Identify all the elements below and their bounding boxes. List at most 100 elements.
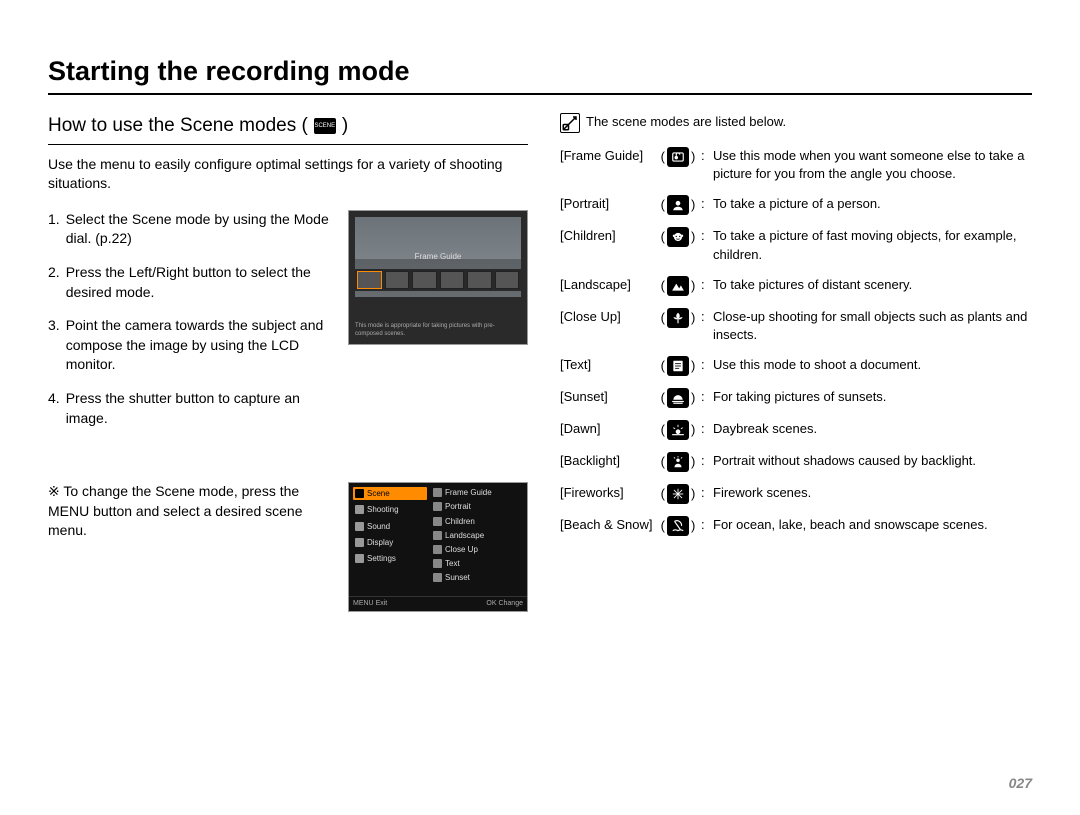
step-text: Select the Scene mode by using the Mode … [66, 210, 334, 249]
scene-icon-paren: () [655, 452, 701, 472]
menu-item: Sound [353, 520, 427, 533]
step-number: 4. [48, 389, 60, 428]
info-row: The scene modes are listed below. [560, 113, 1032, 133]
right-column: The scene modes are listed below. [Frame… [560, 113, 1032, 612]
lcd-preview: Frame Guide This mode is appropriate for… [348, 210, 528, 345]
step-number: 1. [48, 210, 60, 249]
scene-row: [Beach & Snow] () : For ocean, lake, bea… [560, 516, 1032, 536]
backlight-icon [667, 452, 689, 472]
text-icon [667, 356, 689, 376]
subheading: How to use the Scene modes ( [48, 113, 308, 140]
menu-sub-item: Sunset [433, 572, 523, 583]
scene-description: For taking pictures of sunsets. [713, 388, 1032, 406]
scene-row: [Frame Guide] () : Use this mode when yo… [560, 147, 1032, 183]
scene-label: [Frame Guide] [560, 147, 655, 165]
scene-label: [Landscape] [560, 276, 655, 294]
menu-sub-item: Text [433, 558, 523, 569]
menu-right-list: Frame Guide Portrait Children Landscape … [427, 483, 527, 596]
colon: : [701, 484, 713, 502]
scene-description: Use this mode when you want someone else… [713, 147, 1032, 183]
note-text: ※ To change the Scene mode, press the ME… [48, 482, 334, 541]
step-text: Press the shutter button to capture an i… [66, 389, 334, 428]
menu-sub-item: Children [433, 516, 523, 527]
menu-sub-item: Landscape [433, 530, 523, 541]
menu-item: Scene [353, 487, 427, 500]
scene-icon-paren: () [655, 147, 701, 167]
scene-label: [Portrait] [560, 195, 655, 213]
colon: : [701, 308, 713, 326]
menu-sub-item: Portrait [433, 501, 523, 512]
note-icon [560, 113, 580, 133]
menu-left-list: Scene Shooting Sound Display Settings [349, 483, 427, 596]
colon: : [701, 147, 713, 165]
scene-label: [Fireworks] [560, 484, 655, 502]
page-title: Starting the recording mode [48, 56, 1032, 95]
colon: : [701, 195, 713, 213]
menu-screenshot: Scene Shooting Sound Display Settings Fr… [348, 482, 528, 612]
menu-item: Settings [353, 552, 427, 565]
scene-description: Use this mode to shoot a document. [713, 356, 1032, 374]
dawn-icon [667, 420, 689, 440]
menu-item: Shooting [353, 503, 427, 516]
colon: : [701, 388, 713, 406]
step-item: 3. Point the camera towards the subject … [48, 316, 334, 375]
subheading-close: ) [342, 113, 348, 140]
scene-label: [Backlight] [560, 452, 655, 470]
scene-label: [Children] [560, 227, 655, 245]
steps-list: 1. Select the Scene mode by using the Mo… [48, 210, 334, 442]
scene-icon-paren: () [655, 308, 701, 328]
scene-icon-paren: () [655, 516, 701, 536]
steps-wrapper: 1. Select the Scene mode by using the Mo… [48, 210, 528, 442]
scene-row: [Dawn] () : Daybreak scenes. [560, 420, 1032, 440]
scene-row: [Landscape] () : To take pictures of dis… [560, 276, 1032, 296]
content-columns: How to use the Scene modes ( SCENE ) Use… [48, 113, 1032, 612]
beach-icon [667, 516, 689, 536]
scene-row: [Close Up] () : Close-up shooting for sm… [560, 308, 1032, 344]
colon: : [701, 356, 713, 374]
step-number: 2. [48, 263, 60, 302]
step-item: 2. Press the Left/Right button to select… [48, 263, 334, 302]
step-item: 4. Press the shutter button to capture a… [48, 389, 334, 428]
scene-icon-paren: () [655, 227, 701, 247]
scene-icon-paren: () [655, 484, 701, 504]
menu-sub-item: Close Up [433, 544, 523, 555]
colon: : [701, 276, 713, 294]
menu-item: Display [353, 536, 427, 549]
scene-row: [Backlight] () : Portrait without shadow… [560, 452, 1032, 472]
scene-label: [Sunset] [560, 388, 655, 406]
lcd-thumbnail-strip [355, 269, 521, 291]
scene-row: [Portrait] () : To take a picture of a p… [560, 195, 1032, 215]
step-item: 1. Select the Scene mode by using the Mo… [48, 210, 334, 249]
scene-icon-paren: () [655, 420, 701, 440]
scene-description: Firework scenes. [713, 484, 1032, 502]
closeup-icon [667, 308, 689, 328]
scene-label: [Text] [560, 356, 655, 374]
scene-row: [Text] () : Use this mode to shoot a doc… [560, 356, 1032, 376]
page-number: 027 [1009, 775, 1032, 791]
scene-icon-paren: () [655, 195, 701, 215]
scene-icon-paren: () [655, 356, 701, 376]
scene-icon-paren: () [655, 276, 701, 296]
scene-mode-icon: SCENE [314, 118, 336, 134]
lcd-caption: This mode is appropriate for taking pict… [355, 323, 521, 337]
colon: : [701, 227, 713, 245]
scene-row: [Sunset] () : For taking pictures of sun… [560, 388, 1032, 408]
scene-description: Portrait without shadows caused by backl… [713, 452, 1032, 470]
scene-description: Close-up shooting for small objects such… [713, 308, 1032, 344]
step-number: 3. [48, 316, 60, 375]
menu-sub-item: Frame Guide [433, 487, 523, 498]
scene-description: To take pictures of distant scenery. [713, 276, 1032, 294]
portrait-icon [667, 195, 689, 215]
scene-description: To take a picture of fast moving objects… [713, 227, 1032, 263]
scene-description: For ocean, lake, beach and snowscape sce… [713, 516, 1032, 534]
scene-icon-paren: () [655, 388, 701, 408]
step-text: Point the camera towards the subject and… [66, 316, 334, 375]
lcd-mode-label: Frame Guide [349, 251, 527, 262]
scene-list-intro: The scene modes are listed below. [586, 113, 786, 131]
step-text: Press the Left/Right button to select th… [66, 263, 334, 302]
colon: : [701, 452, 713, 470]
note-row: ※ To change the Scene mode, press the ME… [48, 482, 528, 612]
left-column: How to use the Scene modes ( SCENE ) Use… [48, 113, 528, 612]
subheading-row: How to use the Scene modes ( SCENE ) [48, 113, 528, 145]
menu-footer: MENU Exit OK Change [349, 596, 527, 611]
